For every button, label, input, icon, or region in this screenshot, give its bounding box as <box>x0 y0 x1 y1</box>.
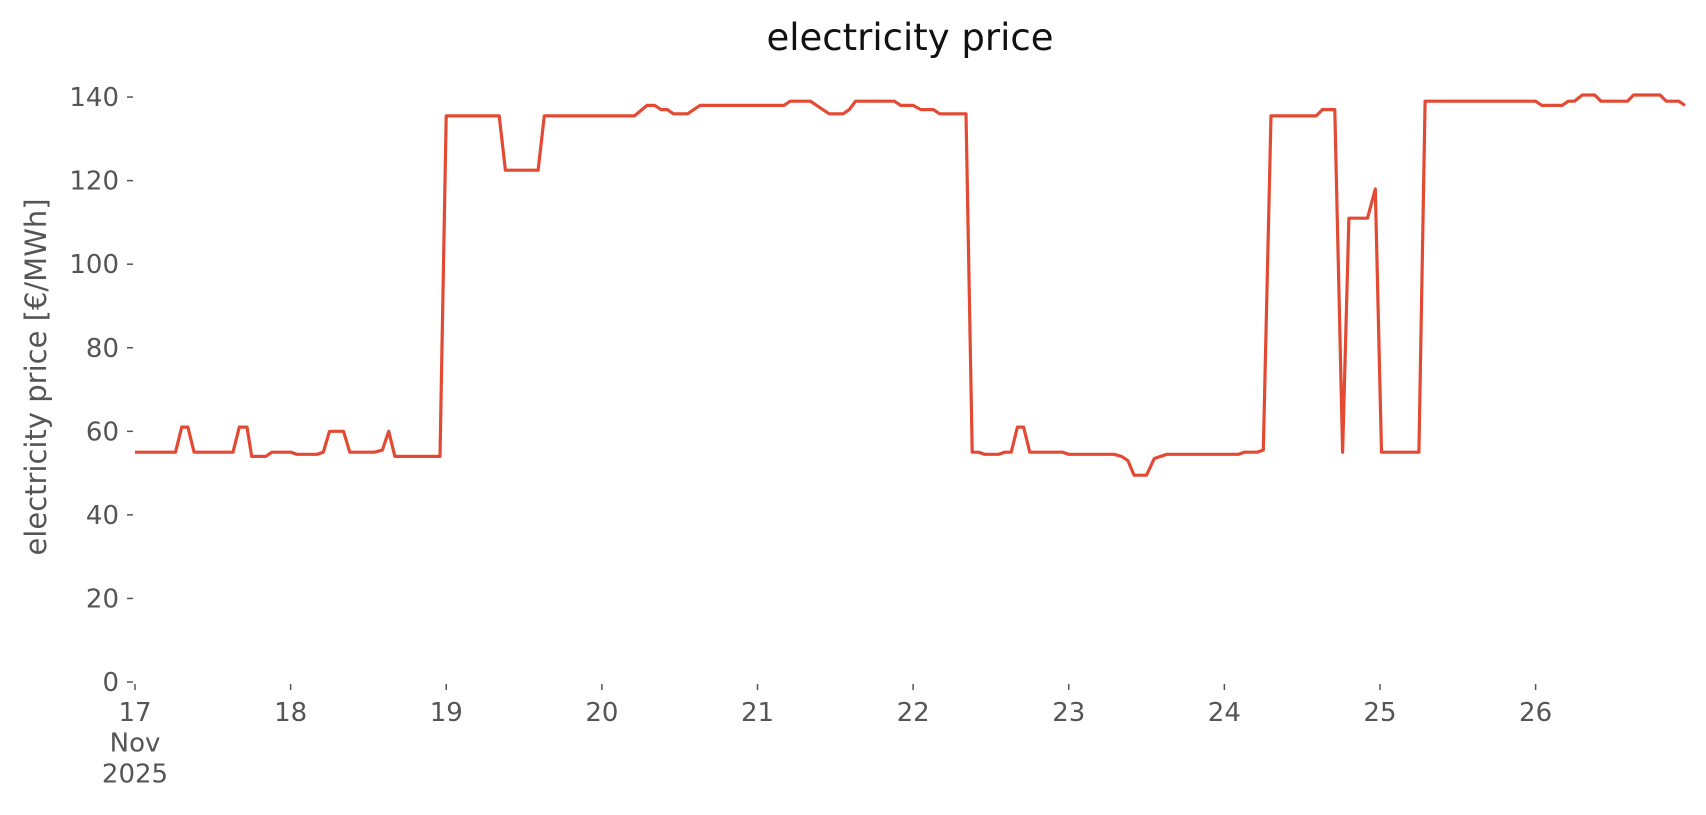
x-tick-label: 24 <box>1208 698 1241 728</box>
y-tick-label: 20 <box>86 584 119 614</box>
price-line <box>135 93 1686 477</box>
y-axis-label: electricity price [€/MWh] <box>19 198 53 555</box>
y-tick-label: 120 <box>69 167 119 197</box>
x-tick-label: 21 <box>741 698 774 728</box>
x-tick-label: 26 <box>1519 698 1552 728</box>
x-tick-label: 23 <box>1052 698 1085 728</box>
x-tick-label: 18 <box>274 698 307 728</box>
x-tick-label: 19 <box>430 698 463 728</box>
x-tick-label: 20 <box>585 698 618 728</box>
chart-title: electricity price <box>766 16 1053 59</box>
x-tick-label: 17 Nov 2025 <box>102 698 168 789</box>
x-tick-label: 22 <box>897 698 930 728</box>
y-tick-label: 40 <box>86 501 119 531</box>
y-tick-label: 60 <box>86 417 119 447</box>
y-tick-label: 80 <box>86 334 119 364</box>
x-tick-label: 25 <box>1363 698 1396 728</box>
y-tick-label: 140 <box>69 83 119 113</box>
y-tick-label: 0 <box>102 668 119 698</box>
y-tick-label: 100 <box>69 250 119 280</box>
